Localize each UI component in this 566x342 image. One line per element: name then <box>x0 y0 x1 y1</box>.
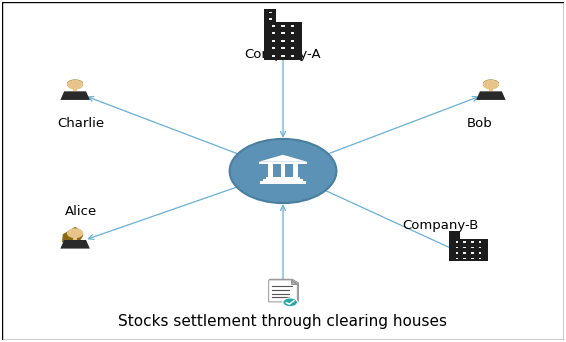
Bar <box>260 181 306 184</box>
Bar <box>281 25 285 27</box>
Bar <box>478 241 481 243</box>
Bar <box>263 179 303 181</box>
Polygon shape <box>291 280 297 284</box>
Bar <box>449 239 487 261</box>
Bar <box>272 32 275 35</box>
Bar <box>268 164 273 177</box>
Bar <box>272 48 275 50</box>
Bar <box>463 252 466 254</box>
Bar <box>478 252 481 254</box>
Bar <box>449 231 460 239</box>
Text: Company-B: Company-B <box>402 219 478 232</box>
Polygon shape <box>270 279 298 301</box>
Bar <box>269 12 272 13</box>
Bar <box>471 241 474 243</box>
Bar <box>456 241 458 243</box>
Bar <box>287 166 292 176</box>
Circle shape <box>67 80 83 90</box>
Bar <box>291 48 294 50</box>
Bar <box>281 164 285 177</box>
Circle shape <box>283 298 298 307</box>
Bar <box>274 166 279 176</box>
Text: Stocks settlement through clearing houses: Stocks settlement through clearing house… <box>118 314 448 329</box>
Text: Alice: Alice <box>65 205 97 218</box>
Bar <box>272 40 275 42</box>
Bar <box>456 252 458 254</box>
Bar <box>291 40 294 42</box>
Bar <box>269 18 272 20</box>
Polygon shape <box>269 280 297 302</box>
Bar <box>264 9 276 22</box>
Bar <box>291 32 294 35</box>
Bar <box>463 258 466 259</box>
Bar <box>272 25 275 27</box>
Bar <box>471 247 474 249</box>
Bar <box>488 89 493 91</box>
Bar <box>73 237 78 240</box>
Wedge shape <box>67 79 83 84</box>
Bar <box>73 89 78 91</box>
Polygon shape <box>259 155 307 162</box>
Bar <box>281 55 285 57</box>
Bar <box>281 40 285 42</box>
Bar <box>471 258 474 259</box>
Bar <box>478 258 481 259</box>
Text: Company-A: Company-A <box>245 48 321 61</box>
Bar <box>456 258 458 259</box>
Bar <box>259 162 307 164</box>
Circle shape <box>230 139 336 203</box>
Bar <box>478 247 481 249</box>
Bar <box>293 164 298 177</box>
Bar <box>456 247 458 249</box>
Polygon shape <box>61 240 90 249</box>
Bar <box>281 48 285 50</box>
Polygon shape <box>476 91 505 100</box>
Text: Bob: Bob <box>467 117 492 130</box>
Bar <box>291 25 294 27</box>
Polygon shape <box>61 91 90 100</box>
Bar <box>471 252 474 254</box>
Bar <box>264 22 302 60</box>
Polygon shape <box>62 227 83 244</box>
Text: Charlie: Charlie <box>57 117 104 130</box>
Bar <box>463 241 466 243</box>
Bar <box>281 32 285 35</box>
Wedge shape <box>483 79 499 84</box>
Bar <box>291 55 294 57</box>
Bar <box>463 247 466 249</box>
Bar <box>266 177 300 179</box>
Circle shape <box>483 80 499 90</box>
Bar <box>272 55 275 57</box>
Circle shape <box>67 228 83 238</box>
